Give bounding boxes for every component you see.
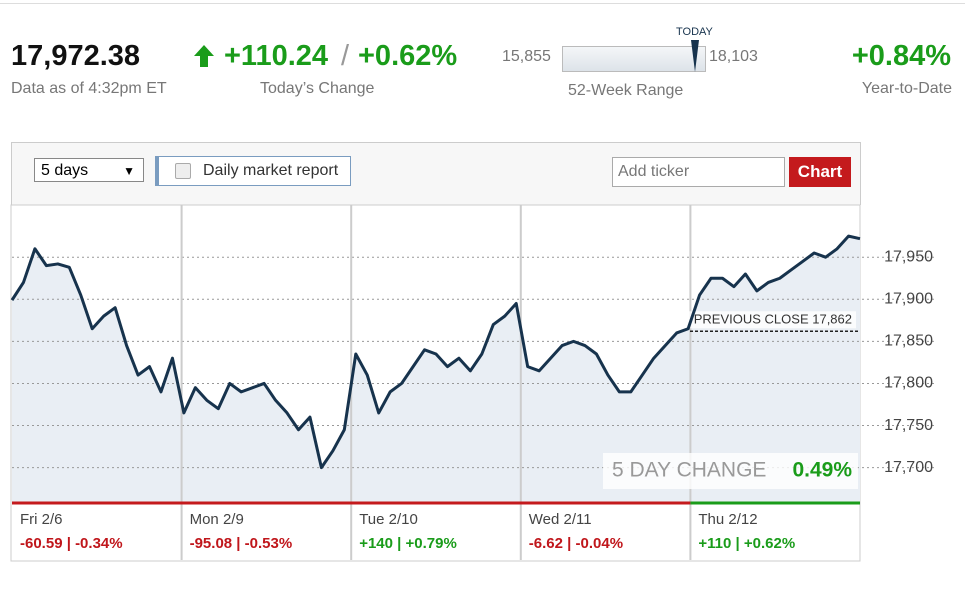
day-label: Wed 2/11 bbox=[529, 511, 592, 528]
dropdown-arrow: ▼ bbox=[123, 164, 135, 178]
range-marker-label: TODAY bbox=[676, 26, 713, 38]
range-high: 18,103 bbox=[709, 48, 758, 65]
range-low: 15,855 bbox=[502, 48, 551, 65]
area bbox=[12, 236, 860, 503]
as-of: Data as of 4:32pm ET bbox=[11, 80, 167, 97]
y-tick-label: 17,900 bbox=[884, 291, 933, 308]
price-line bbox=[10, 234, 861, 470]
change: +110.24 bbox=[224, 40, 329, 72]
top-rule bbox=[0, 3, 965, 4]
y-tick-label: 17,700 bbox=[884, 459, 933, 476]
report-toggle[interactable]: Daily market report bbox=[155, 156, 351, 186]
day-label: Tue 2/10 bbox=[359, 511, 418, 528]
checkbox[interactable] bbox=[175, 163, 191, 179]
summary-value: 0.49% bbox=[792, 459, 852, 482]
up-arrow bbox=[194, 45, 214, 67]
day-change: -95.08 | -0.53% bbox=[190, 535, 293, 552]
day-label: Mon 2/9 bbox=[190, 511, 244, 528]
day-label: Fri 2/6 bbox=[20, 511, 63, 528]
summary-label: 5 DAY CHANGE bbox=[612, 459, 766, 482]
y-tick-label: 17,800 bbox=[884, 375, 933, 392]
period-text: 5 days bbox=[41, 162, 89, 179]
range-label: 52-Week Range bbox=[568, 82, 684, 99]
chart-button[interactable]: Chart bbox=[789, 157, 851, 187]
ytd-label: Year-to-Date bbox=[861, 80, 952, 97]
checkbox-label: Daily market report bbox=[203, 162, 339, 179]
range-marker bbox=[691, 40, 699, 72]
day-change: +140 | +0.79% bbox=[359, 535, 457, 552]
y-tick-label: 17,750 bbox=[884, 417, 933, 434]
change-label: Today’s Change bbox=[260, 80, 375, 97]
change-pct: +0.62% bbox=[358, 40, 458, 72]
previous-close-bg bbox=[666, 311, 856, 329]
price: 17,972.38 bbox=[11, 40, 141, 72]
day-label: Thu 2/12 bbox=[698, 511, 757, 528]
ticker-input[interactable]: Add ticker bbox=[612, 157, 785, 187]
separator: / bbox=[341, 40, 350, 72]
day-change: -6.62 | -0.04% bbox=[529, 535, 623, 552]
day-change: +110 | +0.62% bbox=[698, 535, 795, 552]
y-tick-label: 17,950 bbox=[884, 248, 933, 265]
period-select[interactable]: 5 days ▼ bbox=[34, 158, 144, 182]
summary-bg bbox=[603, 453, 858, 489]
day-change: -60.59 | -0.34% bbox=[20, 535, 123, 552]
range-bar bbox=[562, 46, 706, 72]
y-tick-label: 17,850 bbox=[884, 333, 933, 350]
ytd: +0.84% bbox=[851, 40, 951, 72]
previous-close-label: PREVIOUS CLOSE 17,862 bbox=[694, 312, 852, 327]
